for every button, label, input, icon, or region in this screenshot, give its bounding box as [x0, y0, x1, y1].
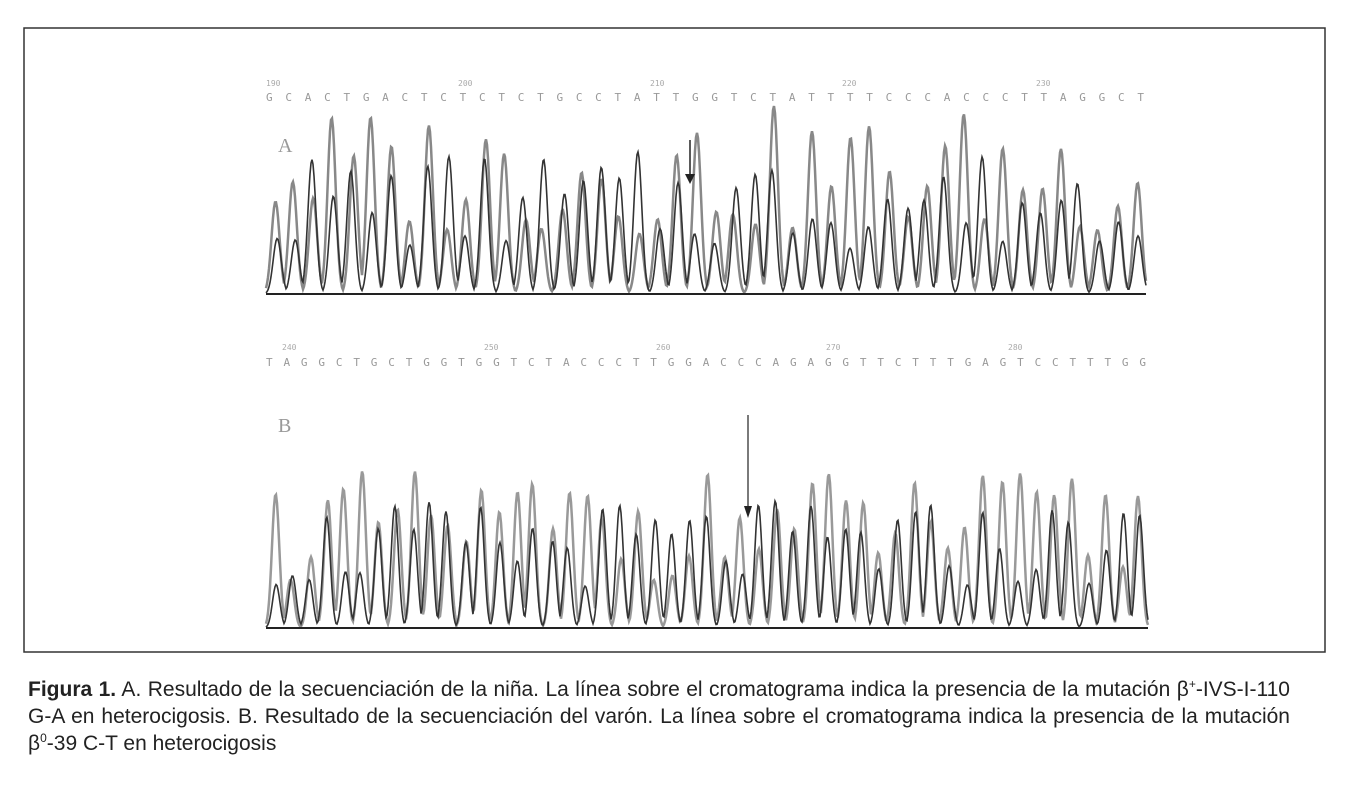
caption-text: -IVS-I-110 G-A en heterocigosis. B. Resu…	[28, 678, 1290, 755]
position-label: 190	[266, 79, 281, 88]
position-label: 200	[458, 79, 473, 88]
caption-text: A. Resultado de la secuenciación de la n…	[116, 678, 1189, 701]
position-label: 220	[842, 79, 857, 88]
caption-text: -39 C-T en heterocigosis	[46, 732, 277, 755]
chromatogram	[264, 105, 1148, 294]
position-label: 280	[1008, 343, 1023, 352]
caption-label: Figura 1.	[28, 678, 117, 701]
caption-sup: 0	[40, 731, 47, 745]
figure: 190 200 210 220 230 GCACTGACTCTCTCTGCCTA…	[23, 27, 1326, 653]
panel-label: A	[278, 135, 293, 157]
position-label: 270	[826, 343, 841, 352]
base-sequence: GCACTGACTCTCTCTGCCTATTGGTCTATTTTCCCACCCT…	[266, 91, 1144, 104]
caption: Figura 1. A. Resultado de la secuenciaci…	[28, 676, 1290, 757]
trace	[264, 471, 1150, 629]
figure-frame	[23, 27, 1326, 653]
base-sequence: TAGGCTGCTGGTGGTCTACCCTTGGACCCAGAGGTTCTTT…	[266, 356, 1146, 369]
chromatogram	[264, 471, 1150, 629]
trace	[265, 148, 1147, 294]
trace	[265, 498, 1149, 628]
position-label: 260	[656, 343, 671, 352]
caption-sup: +	[1188, 677, 1196, 691]
position-label: 210	[650, 79, 665, 88]
position-label: 250	[484, 343, 499, 352]
arrow-head	[744, 506, 752, 518]
trace	[264, 105, 1148, 294]
panel-label: B	[278, 415, 291, 437]
position-label: 240	[282, 343, 297, 352]
position-label: 230	[1036, 79, 1051, 88]
arrow-head	[685, 174, 695, 184]
